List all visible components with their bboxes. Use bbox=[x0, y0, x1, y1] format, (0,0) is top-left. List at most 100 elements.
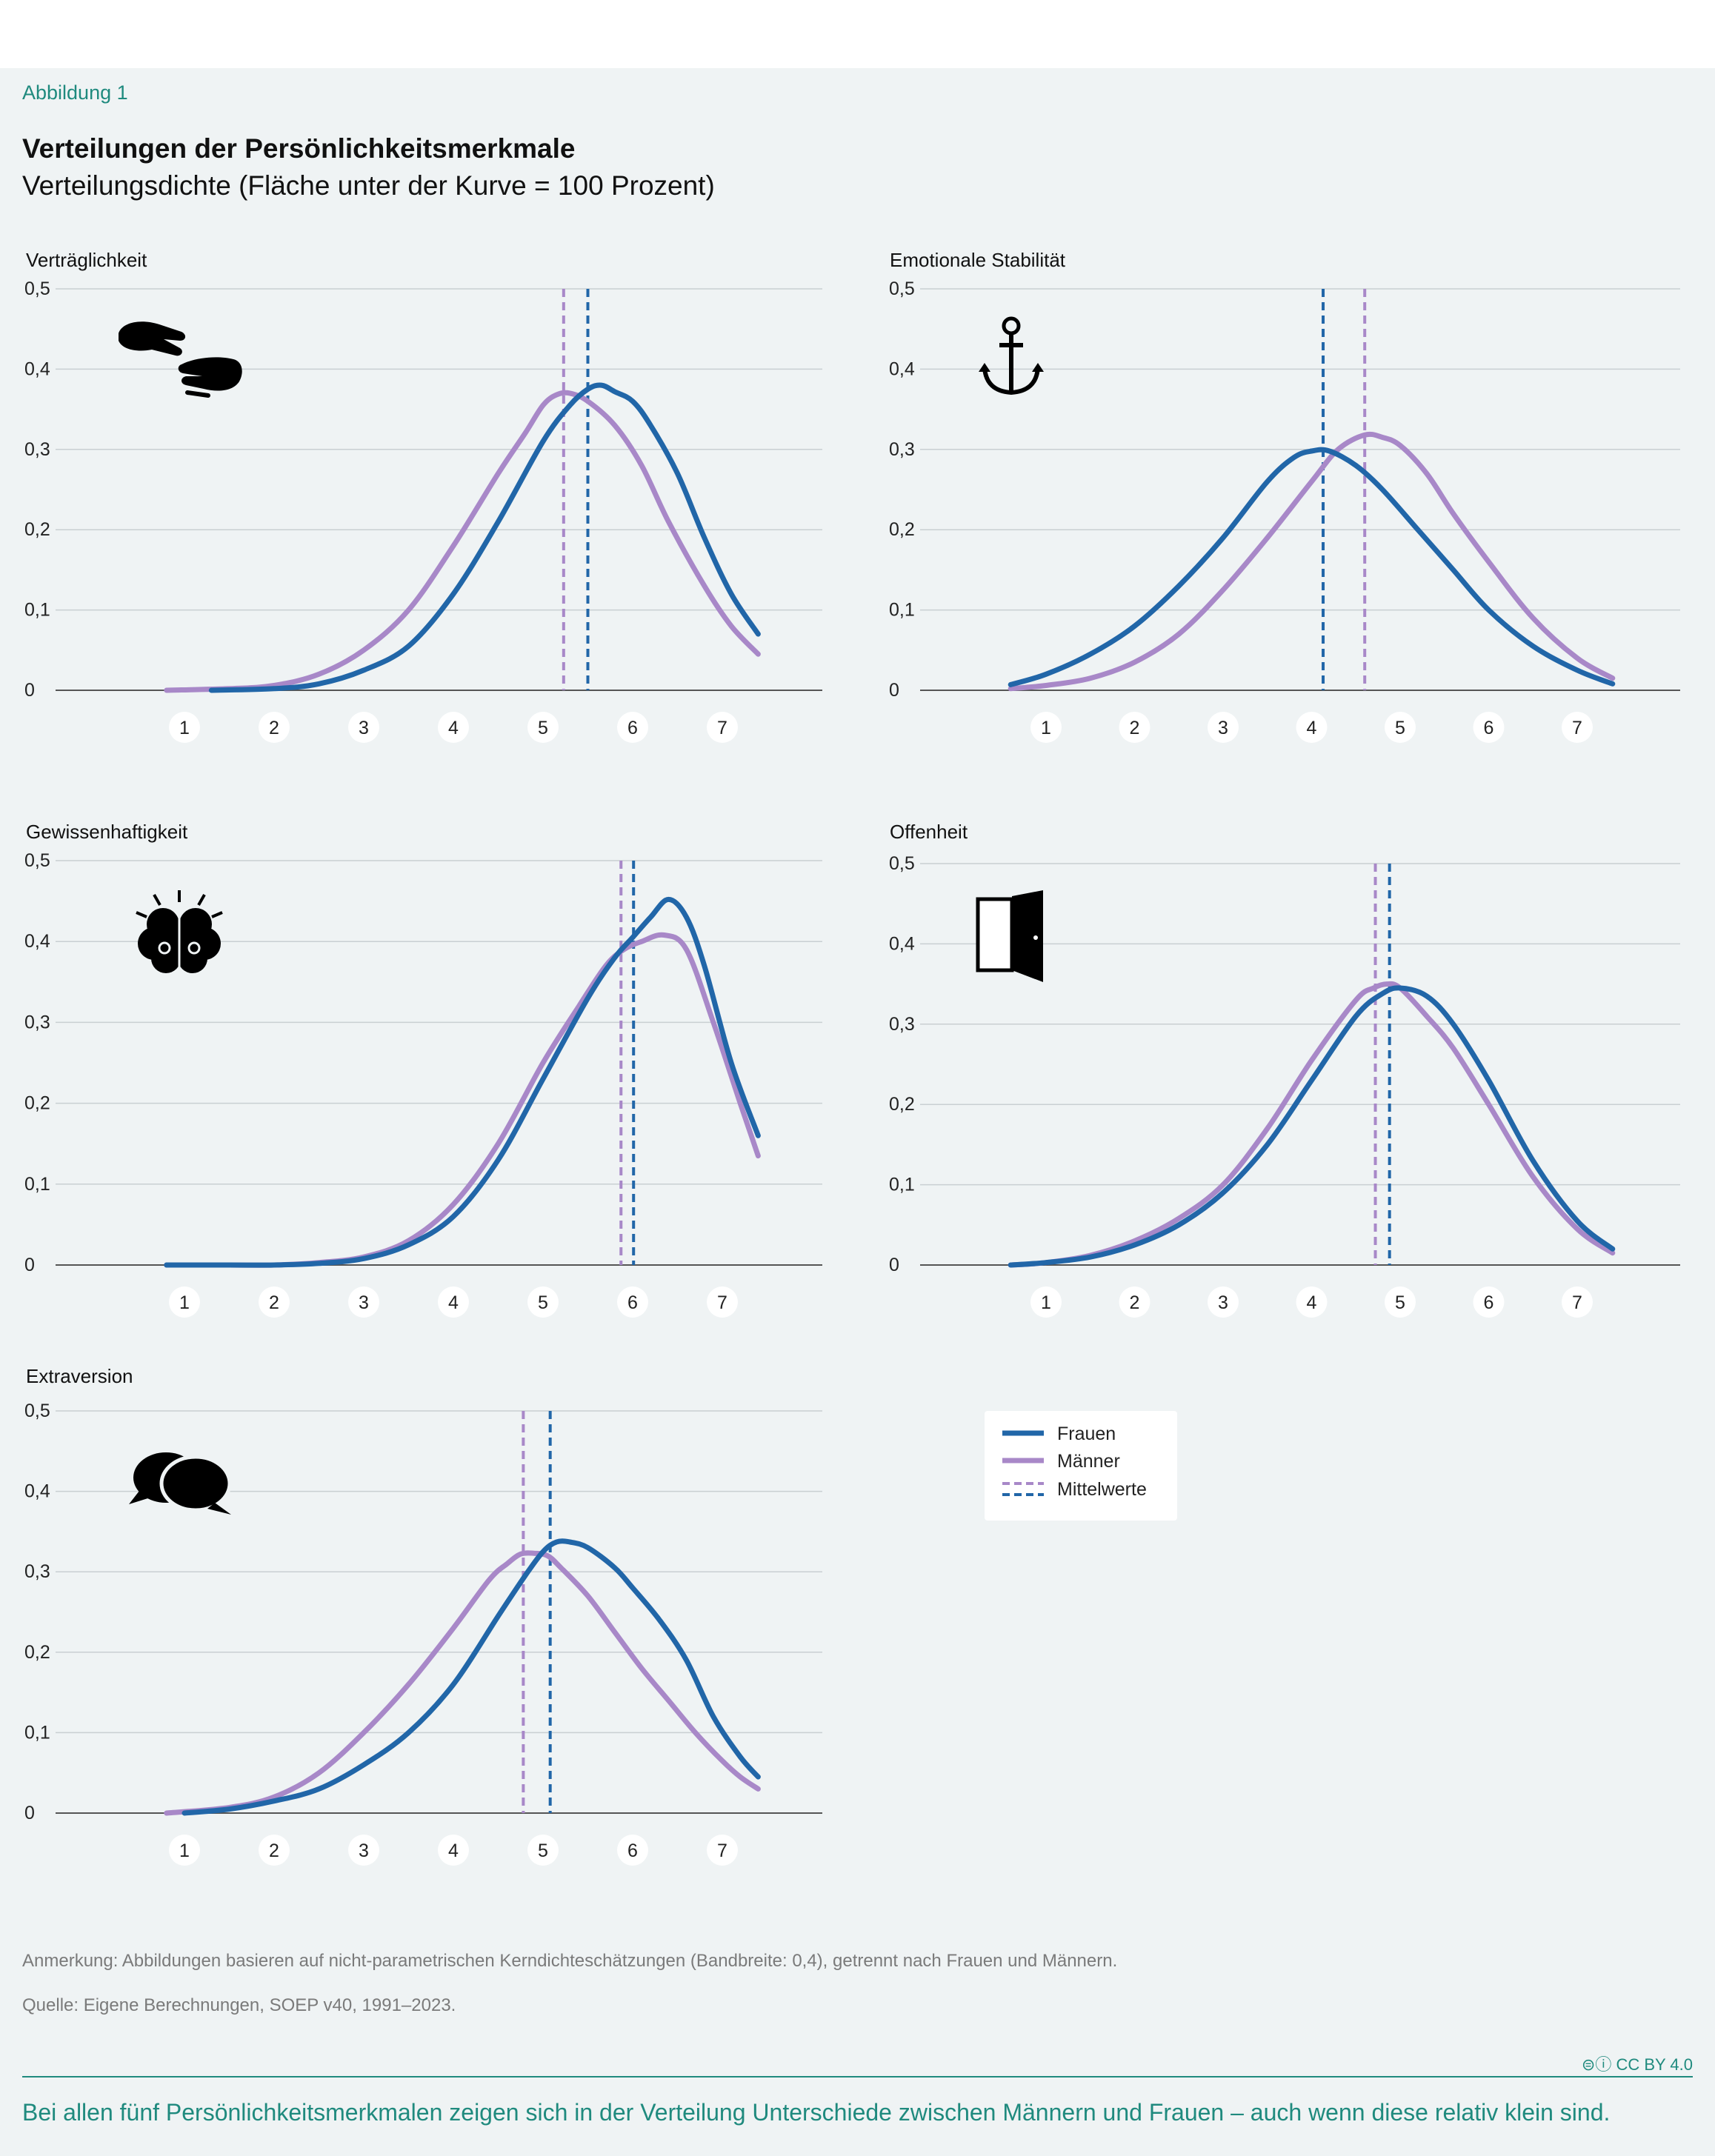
chart-title: Emotionale Stabilität bbox=[890, 249, 1066, 271]
x-tick-label: 4 bbox=[1307, 1292, 1317, 1313]
divider bbox=[22, 2076, 1693, 2077]
y-tick-label: 0,5 bbox=[889, 853, 915, 874]
y-tick-label: 0,4 bbox=[889, 358, 915, 379]
x-tick-bubble bbox=[707, 1835, 738, 1866]
x-tick-bubble bbox=[1562, 1286, 1593, 1318]
speech-bubbles-icon bbox=[129, 1452, 232, 1515]
series-line-maenner bbox=[1008, 431, 1616, 692]
x-tick-bubble bbox=[169, 712, 200, 743]
x-tick-bubble bbox=[1030, 712, 1062, 743]
y-tick-label: 0,2 bbox=[889, 519, 915, 540]
x-tick-bubble bbox=[617, 1286, 648, 1318]
y-tick-label: 0 bbox=[24, 680, 35, 701]
chart-2: Emotionale Stabilität 0 0,1 0,2 0,3 0,4 0,5 1 2 3… bbox=[889, 249, 1680, 743]
y-tick-label: 0,3 bbox=[24, 1561, 50, 1582]
y-tick-label: 0,5 bbox=[24, 1401, 50, 1421]
x-tick-label: 6 bbox=[627, 1840, 638, 1861]
y-tick-label: 0,3 bbox=[889, 1014, 915, 1035]
x-tick-bubble bbox=[348, 712, 379, 743]
x-tick-label: 7 bbox=[1572, 1292, 1582, 1313]
x-tick-label: 6 bbox=[1484, 718, 1494, 738]
x-tick-bubble bbox=[259, 1835, 290, 1866]
x-tick-label: 6 bbox=[627, 718, 638, 738]
y-tick-label: 0,4 bbox=[24, 358, 50, 379]
chart-4: Offenheit 0 0,1 0,2 0,3 0,4 0,5 1 2 3 4 5 6 7 bbox=[889, 821, 1680, 1318]
x-tick-bubble bbox=[617, 1835, 648, 1866]
y-tick-label: 0,5 bbox=[24, 850, 50, 871]
x-tick-label: 4 bbox=[1307, 718, 1317, 738]
x-tick-label: 2 bbox=[1130, 1292, 1140, 1313]
x-tick-label: 3 bbox=[1218, 1292, 1228, 1313]
y-tick-label: 0 bbox=[889, 1255, 899, 1275]
x-tick-bubble bbox=[438, 1286, 469, 1318]
y-tick-label: 0,1 bbox=[24, 600, 50, 621]
x-tick-label: 1 bbox=[179, 1840, 190, 1861]
x-tick-label: 5 bbox=[538, 1840, 548, 1861]
series-line-frauen bbox=[1008, 447, 1616, 687]
x-tick-label: 2 bbox=[269, 718, 279, 738]
x-tick-bubble bbox=[348, 1286, 379, 1318]
y-tick-label: 0,5 bbox=[24, 278, 50, 299]
x-tick-bubble bbox=[1296, 712, 1328, 743]
x-tick-bubble bbox=[1030, 1286, 1062, 1318]
figure-label: Abbildung 1 bbox=[22, 81, 128, 104]
x-tick-label: 5 bbox=[1395, 718, 1405, 738]
legend-label-mittelwerte: Mittelwerte bbox=[1057, 1479, 1147, 1500]
y-tick-label: 0,1 bbox=[24, 1174, 50, 1195]
x-tick-label: 2 bbox=[269, 1840, 279, 1861]
figure-panel bbox=[0, 68, 1715, 2156]
x-tick-label: 7 bbox=[1572, 718, 1582, 738]
y-tick-label: 0,2 bbox=[24, 1093, 50, 1114]
x-tick-label: 4 bbox=[448, 1292, 459, 1313]
x-tick-bubble bbox=[1208, 1286, 1239, 1318]
x-tick-bubble bbox=[1473, 712, 1505, 743]
anchor-icon bbox=[979, 316, 1044, 396]
y-tick-label: 0,2 bbox=[24, 1642, 50, 1663]
x-tick-bubble bbox=[707, 1286, 738, 1318]
y-tick-label: 0,4 bbox=[889, 933, 915, 954]
chart-3: Gewissenhaftigkeit 0 0,1 0,2 0,3 0,4 0,5 1 2 3 4 5 6… bbox=[24, 821, 822, 1318]
x-tick-label: 1 bbox=[179, 718, 190, 738]
x-tick-label: 7 bbox=[717, 718, 727, 738]
y-tick-label: 0 bbox=[24, 1255, 35, 1275]
x-tick-bubble bbox=[1296, 1286, 1328, 1318]
x-tick-bubble bbox=[527, 1835, 559, 1866]
x-tick-bubble bbox=[617, 712, 648, 743]
x-tick-bubble bbox=[438, 712, 469, 743]
x-tick-label: 1 bbox=[1041, 718, 1051, 738]
x-tick-bubble bbox=[169, 1835, 200, 1866]
figure-subtitle: Verteilungsdichte (Fläche unter der Kurv… bbox=[22, 170, 715, 201]
x-tick-bubble bbox=[707, 712, 738, 743]
chart-5: Extraversion 0 0,1 0,2 0,3 0,4 0,5 1 2 3 4 5 6 7 bbox=[24, 1365, 822, 1866]
x-tick-label: 3 bbox=[359, 1292, 369, 1313]
series-line-frauen bbox=[1008, 985, 1616, 1268]
x-tick-bubble bbox=[259, 1286, 290, 1318]
caption-text: Bei allen fünf Persönlichkeitsmerkmalen … bbox=[22, 2099, 1611, 2126]
x-tick-bubble bbox=[527, 1286, 559, 1318]
x-tick-label: 1 bbox=[179, 1292, 190, 1313]
x-tick-bubble bbox=[438, 1835, 469, 1866]
x-tick-label: 3 bbox=[1218, 718, 1228, 738]
chart-title: Gewissenhaftigkeit bbox=[26, 821, 188, 843]
legend: Frauen Männer Mittelwerte bbox=[985, 1411, 1177, 1521]
x-tick-bubble bbox=[348, 1835, 379, 1866]
x-tick-label: 6 bbox=[627, 1292, 638, 1313]
x-tick-bubble bbox=[1385, 712, 1416, 743]
series-line-maenner bbox=[164, 390, 761, 693]
y-tick-label: 0,3 bbox=[889, 439, 915, 460]
y-tick-label: 0,4 bbox=[24, 1481, 50, 1502]
y-tick-label: 0,3 bbox=[24, 1012, 50, 1032]
legend-label-maenner: Männer bbox=[1057, 1451, 1120, 1472]
door-icon bbox=[976, 890, 1043, 982]
y-tick-label: 0,2 bbox=[889, 1094, 915, 1115]
x-tick-label: 7 bbox=[717, 1292, 727, 1313]
x-tick-bubble bbox=[1208, 712, 1239, 743]
note-text: Anmerkung: Abbildungen basieren auf nich… bbox=[22, 1951, 1118, 1971]
series-line-maenner bbox=[164, 932, 761, 1268]
x-tick-bubble bbox=[1473, 1286, 1505, 1318]
x-tick-bubble bbox=[1119, 712, 1150, 743]
x-tick-label: 6 bbox=[1484, 1292, 1494, 1313]
x-tick-label: 3 bbox=[359, 718, 369, 738]
